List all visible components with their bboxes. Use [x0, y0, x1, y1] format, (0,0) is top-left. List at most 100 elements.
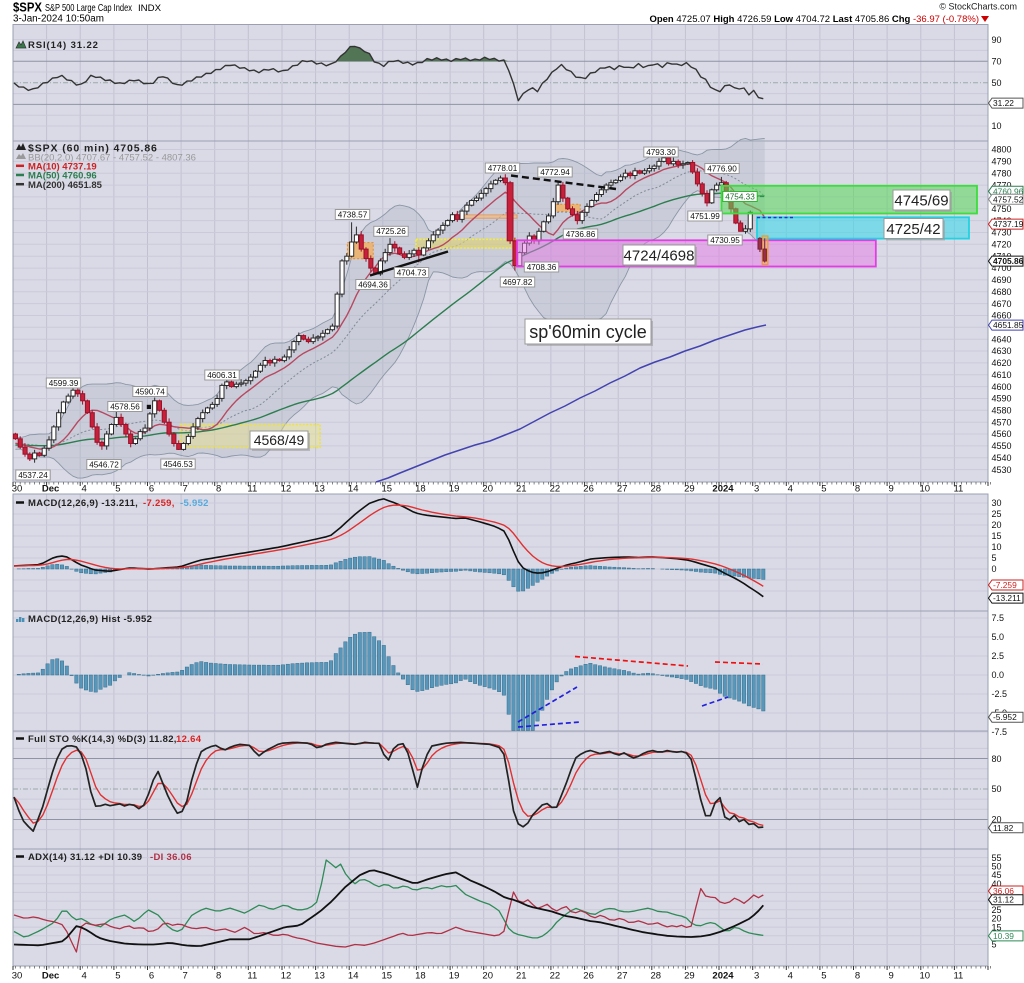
- svg-text:-7.259,: -7.259,: [143, 498, 175, 509]
- svg-text:30: 30: [12, 484, 23, 495]
- svg-text:50: 50: [992, 862, 1002, 872]
- svg-text:22: 22: [550, 971, 561, 982]
- svg-text:90: 90: [992, 35, 1002, 45]
- svg-text:8: 8: [216, 484, 221, 495]
- svg-text:7.5: 7.5: [992, 613, 1005, 623]
- svg-text:Dec: Dec: [42, 971, 59, 982]
- svg-text:26: 26: [583, 971, 594, 982]
- svg-text:28: 28: [651, 484, 662, 495]
- svg-text:11: 11: [247, 484, 257, 495]
- svg-text:4606.31: 4606.31: [207, 371, 237, 380]
- svg-text:20: 20: [482, 971, 493, 982]
- svg-text:4704.73: 4704.73: [397, 268, 427, 277]
- svg-text:27: 27: [617, 484, 628, 495]
- svg-text:4694.36: 4694.36: [358, 280, 388, 289]
- svg-text:BB(20,2.0) 4707.67 - 4757.52 -: BB(20,2.0) 4707.67 - 4757.52 - 4807.36: [28, 152, 196, 163]
- svg-text:4590.74: 4590.74: [135, 387, 165, 396]
- svg-text:ADX(14) 31.12 +DI 10.39: ADX(14) 31.12 +DI 10.39: [28, 852, 142, 863]
- svg-text:30: 30: [12, 971, 23, 982]
- svg-text:10: 10: [992, 121, 1002, 131]
- svg-text:0: 0: [992, 564, 997, 574]
- svg-text:4540: 4540: [992, 453, 1012, 463]
- svg-text:sp'60min cycle: sp'60min cycle: [529, 322, 646, 342]
- svg-text:12: 12: [281, 971, 292, 982]
- svg-text:5.0: 5.0: [992, 632, 1005, 642]
- svg-text:4: 4: [82, 484, 87, 495]
- svg-text:4690: 4690: [992, 275, 1012, 285]
- svg-text:-13.211: -13.211: [993, 593, 1021, 603]
- svg-text:-5.952: -5.952: [180, 498, 209, 509]
- svg-text:29: 29: [684, 484, 695, 495]
- svg-text:4705.86: 4705.86: [993, 256, 1024, 266]
- svg-text:4670: 4670: [992, 299, 1012, 309]
- svg-text:4: 4: [82, 971, 87, 982]
- svg-text:45: 45: [992, 870, 1002, 880]
- svg-text:13: 13: [314, 971, 325, 982]
- svg-text:4724/4698: 4724/4698: [624, 247, 695, 264]
- svg-text:10: 10: [920, 484, 931, 495]
- svg-text:4708.36: 4708.36: [527, 263, 557, 272]
- svg-text:4680: 4680: [992, 287, 1012, 297]
- svg-text:4757.52: 4757.52: [993, 194, 1024, 204]
- svg-text:4800: 4800: [992, 145, 1012, 155]
- svg-text:22: 22: [550, 484, 561, 495]
- svg-text:4751.99: 4751.99: [690, 212, 720, 221]
- svg-text:6: 6: [149, 484, 154, 495]
- svg-text:4730: 4730: [992, 228, 1012, 238]
- svg-text:Open 4725.07 High 4726.59 Low: Open 4725.07 High 4726.59 Low 4704.72 La…: [649, 14, 979, 25]
- svg-text:18: 18: [415, 484, 426, 495]
- svg-text:4530: 4530: [992, 465, 1012, 475]
- svg-text:10: 10: [992, 542, 1002, 552]
- svg-text:4570: 4570: [992, 417, 1012, 427]
- svg-text:5: 5: [992, 940, 997, 950]
- svg-text:15: 15: [992, 531, 1002, 541]
- svg-text:4599.39: 4599.39: [49, 379, 79, 388]
- svg-text:5: 5: [992, 553, 997, 563]
- svg-text:0.0: 0.0: [992, 670, 1005, 680]
- svg-text:3-Jan-2024 10:50am: 3-Jan-2024 10:50am: [13, 14, 104, 25]
- svg-text:3: 3: [754, 971, 759, 982]
- svg-text:55: 55: [992, 853, 1002, 863]
- svg-text:5: 5: [821, 971, 826, 982]
- svg-text:20: 20: [992, 520, 1002, 530]
- svg-text:4780: 4780: [992, 168, 1012, 178]
- svg-text:RSI(14) 31.22: RSI(14) 31.22: [28, 40, 99, 51]
- svg-text:50: 50: [992, 78, 1002, 88]
- svg-text:5: 5: [115, 971, 120, 982]
- svg-text:4546.72: 4546.72: [89, 460, 119, 469]
- svg-text:4736.86: 4736.86: [566, 230, 596, 239]
- svg-text:4770: 4770: [992, 180, 1012, 190]
- svg-text:10: 10: [920, 971, 931, 982]
- svg-text:4546.53: 4546.53: [163, 460, 193, 469]
- svg-text:4560: 4560: [992, 429, 1012, 439]
- svg-text:4697.82: 4697.82: [503, 278, 533, 287]
- svg-text:27: 27: [617, 971, 628, 982]
- svg-text:4600: 4600: [992, 382, 1012, 392]
- svg-text:11: 11: [953, 484, 963, 495]
- svg-text:4793.30: 4793.30: [646, 148, 676, 157]
- svg-text:Dec: Dec: [42, 484, 59, 495]
- svg-text:9: 9: [888, 971, 893, 982]
- svg-text:MACD(12,26,9) Hist -5.952: MACD(12,26,9) Hist -5.952: [28, 614, 152, 625]
- svg-text:20: 20: [992, 815, 1002, 825]
- svg-text:S&P 500 Large Cap Index: S&P 500 Large Cap Index: [45, 2, 133, 14]
- svg-text:20: 20: [482, 484, 493, 495]
- svg-text:4550: 4550: [992, 441, 1012, 451]
- svg-text:4725/42: 4725/42: [886, 221, 940, 238]
- svg-text:26: 26: [583, 484, 594, 495]
- svg-text:4760.96: 4760.96: [993, 186, 1024, 196]
- svg-text:9: 9: [888, 484, 893, 495]
- svg-text:4568/49: 4568/49: [254, 432, 305, 448]
- svg-text:8: 8: [855, 971, 860, 982]
- svg-text:4590: 4590: [992, 394, 1012, 404]
- svg-text:15: 15: [992, 922, 1002, 932]
- svg-text:4738.57: 4738.57: [338, 210, 368, 219]
- svg-text:4790: 4790: [992, 157, 1012, 167]
- svg-text:19: 19: [449, 484, 460, 495]
- svg-text:-5.952: -5.952: [993, 712, 1017, 722]
- svg-text:-7.5: -7.5: [992, 727, 1008, 737]
- svg-text:MA(10) 4737.19: MA(10) 4737.19: [28, 162, 97, 173]
- svg-text:80: 80: [992, 754, 1002, 764]
- svg-text:12: 12: [281, 484, 292, 495]
- svg-text:12.64: 12.64: [176, 734, 202, 745]
